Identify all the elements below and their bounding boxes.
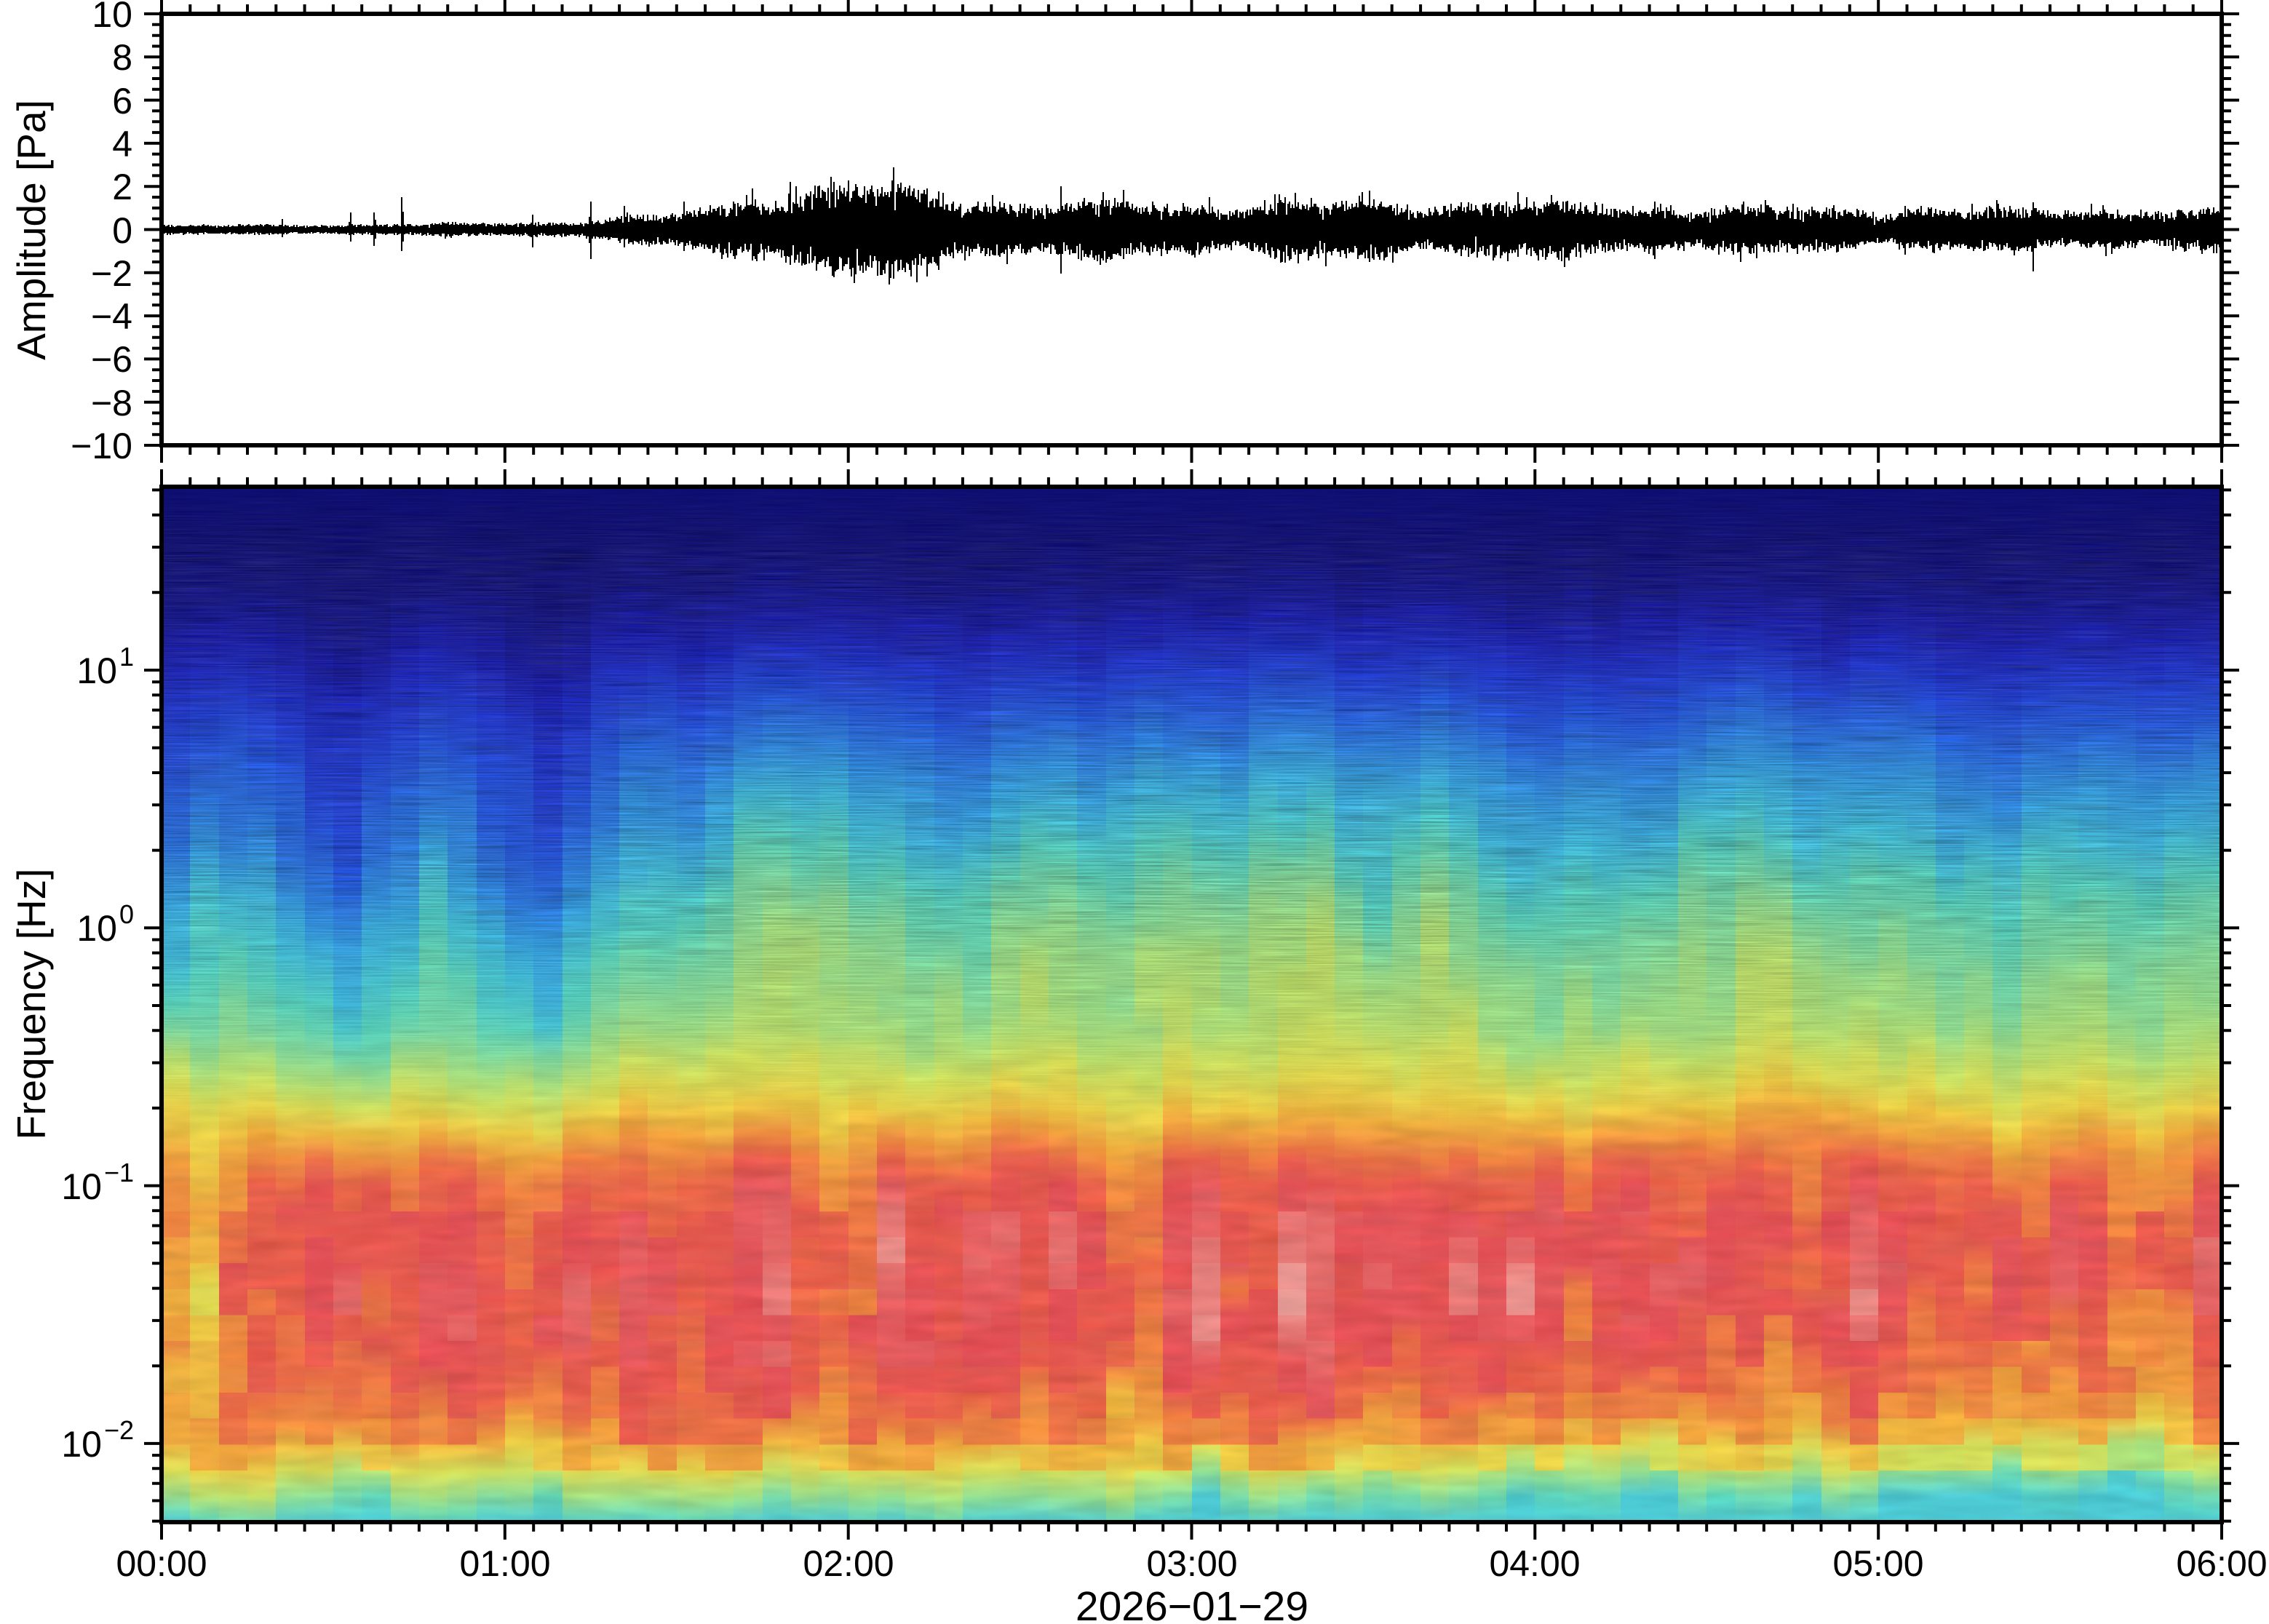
svg-text:0: 0 bbox=[119, 899, 134, 929]
svg-text:06:00: 06:00 bbox=[2176, 1543, 2267, 1584]
svg-text:0: 0 bbox=[112, 210, 132, 251]
svg-text:10: 10 bbox=[61, 1166, 102, 1207]
svg-text:10: 10 bbox=[92, 0, 132, 35]
svg-text:−2: −2 bbox=[91, 253, 132, 294]
svg-text:05:00: 05:00 bbox=[1832, 1543, 1923, 1584]
svg-text:10: 10 bbox=[76, 908, 117, 949]
svg-text:8: 8 bbox=[112, 37, 132, 78]
svg-text:1: 1 bbox=[119, 642, 134, 672]
svg-text:−2: −2 bbox=[104, 1415, 134, 1445]
svg-text:−4: −4 bbox=[91, 296, 132, 337]
svg-text:02:00: 02:00 bbox=[803, 1543, 894, 1584]
svg-text:Frequency [Hz]: Frequency [Hz] bbox=[9, 869, 54, 1140]
svg-text:00:00: 00:00 bbox=[116, 1543, 207, 1584]
svg-text:−1: −1 bbox=[104, 1158, 134, 1187]
svg-text:−8: −8 bbox=[91, 383, 132, 423]
svg-text:4: 4 bbox=[112, 124, 132, 164]
svg-text:6: 6 bbox=[112, 81, 132, 122]
svg-text:03:00: 03:00 bbox=[1146, 1543, 1237, 1584]
svg-text:Amplitude [Pa]: Amplitude [Pa] bbox=[9, 100, 54, 360]
svg-text:10: 10 bbox=[76, 650, 117, 691]
svg-text:2026−01−29: 2026−01−29 bbox=[1076, 1583, 1308, 1624]
svg-text:04:00: 04:00 bbox=[1489, 1543, 1580, 1584]
svg-text:10: 10 bbox=[61, 1424, 102, 1465]
svg-text:2: 2 bbox=[112, 167, 132, 207]
svg-text:01:00: 01:00 bbox=[459, 1543, 550, 1584]
svg-text:−10: −10 bbox=[71, 426, 132, 466]
svg-text:−6: −6 bbox=[91, 339, 132, 380]
